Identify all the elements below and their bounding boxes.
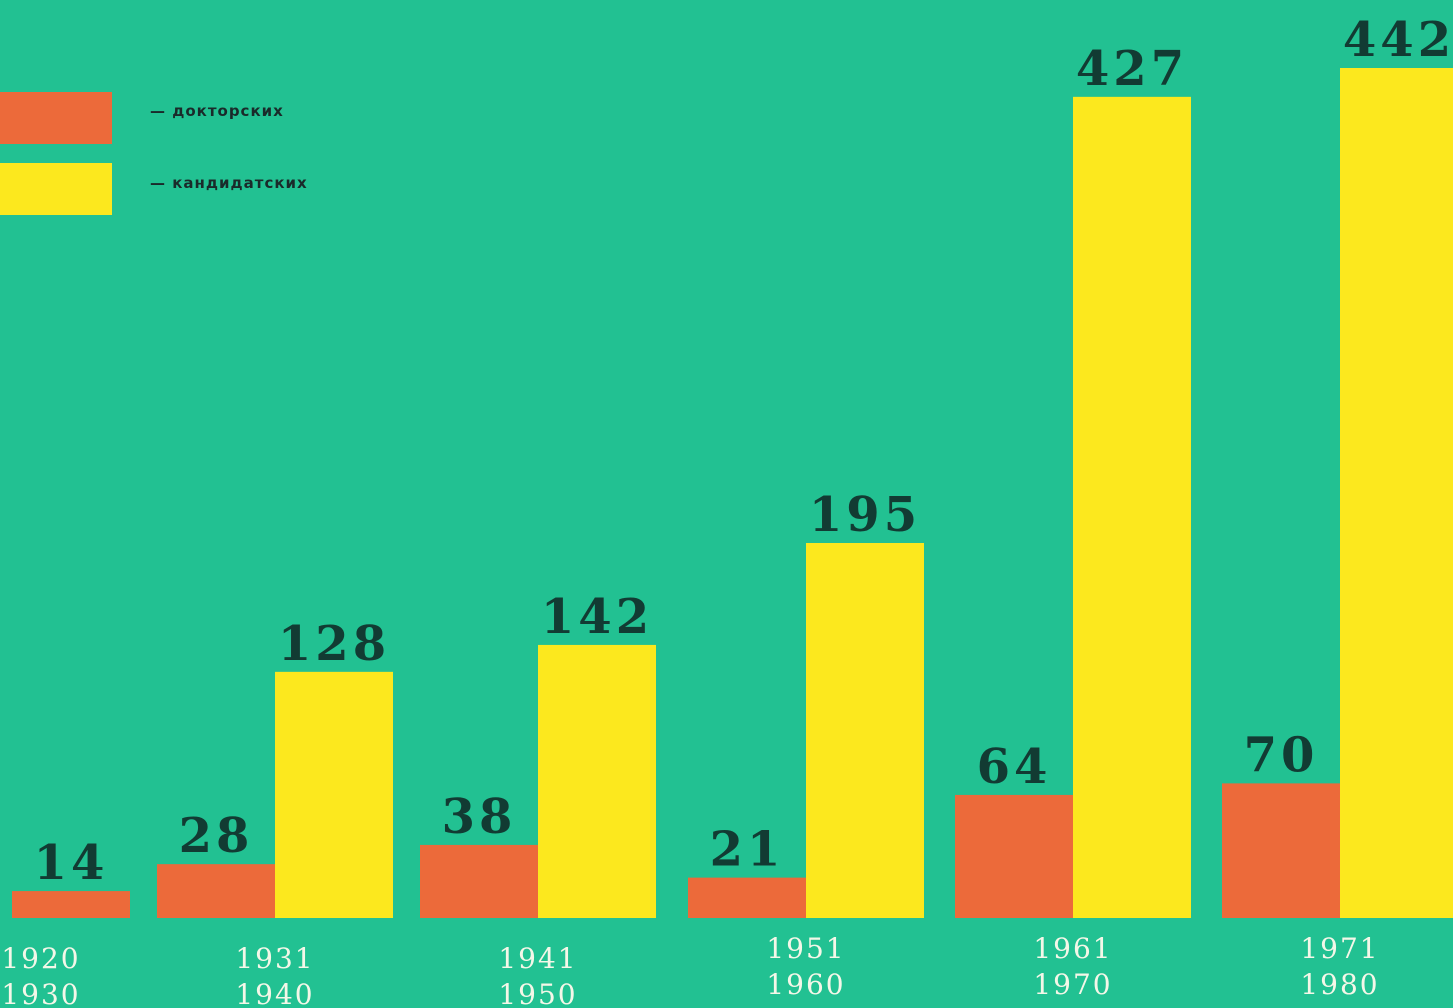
data-label-doctoral-4: 64 <box>977 739 1052 795</box>
category-label-2-0: 1941 <box>498 942 577 975</box>
category-label-1-0: 1931 <box>235 942 314 975</box>
data-label-candidate-2: 142 <box>541 589 653 645</box>
category-label-5-1: 1980 <box>1300 968 1379 1001</box>
bar-doctoral-4 <box>955 794 1073 918</box>
data-label-doctoral-1: 28 <box>179 808 254 864</box>
legend-label-candidate: — кандидатских <box>150 174 308 192</box>
bar-doctoral-3 <box>688 877 806 918</box>
data-label-candidate-3: 195 <box>809 487 921 543</box>
bar-doctoral-5 <box>1222 783 1340 918</box>
data-label-candidate-5: 442 <box>1343 12 1453 68</box>
category-label-0-1: 1930 <box>1 978 80 1008</box>
data-label-candidate-1: 128 <box>278 616 390 672</box>
category-label-3-1: 1960 <box>766 968 845 1001</box>
bar-doctoral-2 <box>420 844 538 918</box>
category-label-4-0: 1961 <box>1033 932 1112 965</box>
legend-swatch-doctoral <box>0 92 112 144</box>
bar-candidate-3 <box>806 543 924 918</box>
bar-doctoral-1 <box>157 864 275 918</box>
category-label-1-1: 1940 <box>235 978 314 1008</box>
bar-candidate-5 <box>1340 68 1453 918</box>
legend-label-doctoral: — докторских <box>150 102 284 120</box>
category-label-2-1: 1950 <box>498 978 577 1008</box>
legend-swatch-candidate <box>0 163 112 215</box>
bar-candidate-2 <box>538 644 656 918</box>
data-label-doctoral-3: 21 <box>710 822 785 878</box>
data-label-doctoral-0: 14 <box>34 835 109 891</box>
bar-candidate-1 <box>275 671 393 918</box>
bar-doctoral-0 <box>12 891 130 918</box>
category-label-5-0: 1971 <box>1300 932 1379 965</box>
data-label-doctoral-5: 70 <box>1244 727 1319 783</box>
bar-candidate-4 <box>1073 96 1191 919</box>
category-label-4-1: 1970 <box>1033 968 1112 1001</box>
category-label-0-0: 1920 <box>1 942 80 975</box>
category-label-3-0: 1951 <box>766 932 845 965</box>
data-label-doctoral-2: 38 <box>442 789 517 845</box>
data-label-candidate-4: 427 <box>1076 41 1188 97</box>
